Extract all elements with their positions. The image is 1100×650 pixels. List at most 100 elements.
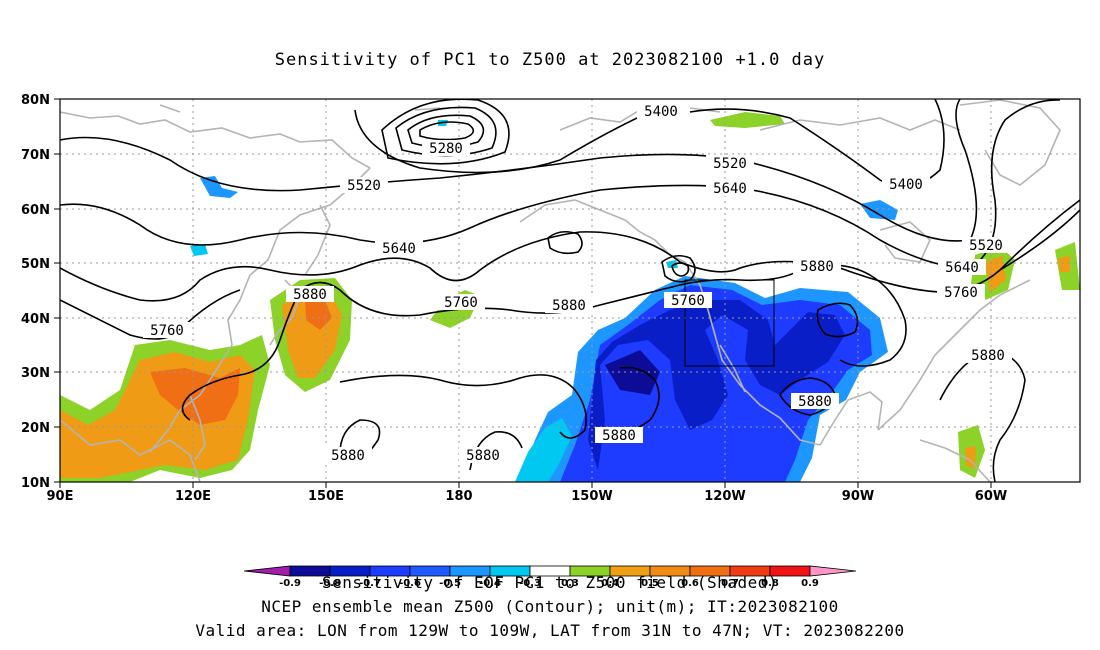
contour-label-7: 5640 [706,180,754,197]
colorbar-tick-label: -0.3 [519,578,541,589]
contour-labels: 5400 5280 5520 5640 5400 5520 5640 5880 … [143,103,1012,464]
coast-arctic-canada [759,117,961,131]
shade-dark-orange-nw-pacific [305,298,332,330]
colorbar-tick-label: -0.6 [399,578,421,589]
lon-label: 90E [47,489,74,504]
svg-text:5880: 5880 [466,448,500,464]
contour-5400-north [689,99,945,188]
contour-5520-main [60,99,978,242]
footer-line-1: NCEP ensemble mean Z500 (Contour); unit(… [261,597,839,616]
lon-label: 60W [975,489,1007,504]
contour-5640-main [60,99,1061,269]
contour-label-4: 5640 [375,240,423,257]
coast-philippines [189,394,206,461]
lat-label: 50N [21,257,50,272]
lon-label: 120E [175,489,211,504]
svg-text:5880: 5880 [602,428,636,444]
svg-text:5880: 5880 [331,448,365,464]
lon-label: 120W [704,489,745,504]
shade-orange-east [1058,256,1070,272]
svg-text:5640: 5640 [382,241,416,257]
contour-5760-closed [816,302,859,338]
contour-label-9: 5760 [143,322,191,339]
contour-label-13: 5640 [938,259,986,276]
colorbar-tick-label: 0.6 [681,578,699,589]
lon-label: 150E [308,489,344,504]
svg-text:5880: 5880 [552,298,586,314]
svg-text:5640: 5640 [945,260,979,276]
svg-text:5400: 5400 [644,104,678,120]
contour-5280-inner [419,121,475,141]
contour-5280-outer [381,99,510,165]
lat-label: 10N [21,476,50,491]
colorbar: -0.9 -0.8 -0.7 -0.6 -0.5 -0.4 -0.3 0.3 0.4 0.5 0.6… [243,565,857,589]
shade-dark-orange-west [150,368,240,425]
shade-blue-siberia [200,176,238,198]
svg-text:5520: 5520 [969,238,1003,254]
colorbar-tick-label: -0.9 [279,578,301,589]
svg-text:5640: 5640 [713,181,747,197]
contour-5760-west [60,289,241,340]
lon-label: 180 [445,489,472,504]
lat-label: 40N [21,312,50,327]
contour-label-5: 5400 [882,176,930,193]
coast-china [60,419,201,482]
contour-5880-south [339,374,588,439]
svg-text:5880: 5880 [971,348,1005,364]
contour-5760-main [60,199,1080,302]
svg-text:5760: 5760 [944,285,978,301]
lat-label: 20N [21,421,50,436]
coast-eurasia-north [60,111,371,169]
colorbar-end-right [809,565,857,577]
contour-label-17: 5880 [964,347,1012,364]
contour-label-18: 5880 [791,393,839,410]
contour-label-21: 5880 [459,447,507,464]
lat-label: 60N [21,203,50,218]
svg-text:5520: 5520 [347,178,381,194]
legend-title: Sensitivity of EOF PC1 to Z500 field (Sh… [322,573,778,592]
lon-label: 90W [842,489,874,504]
contour-5520-closed [547,230,583,255]
lon-label: 150W [571,489,612,504]
contour-label-16: 5760 [664,292,712,309]
lat-label: 80N [21,93,50,108]
shade-cyan-edge [515,418,572,482]
shade-blue-gulf-alaska [860,200,898,220]
coast-baja [719,344,746,393]
lat-label: 30N [21,366,50,381]
contour-5640-east [999,209,1080,271]
contour-5640-inner [671,262,690,277]
colorbar-tick-label: 0.4 [601,578,619,589]
contour-label-15: 5760 [937,284,985,301]
shade-deep-blue-core [588,300,845,470]
shade-green-arctic [710,112,785,128]
svg-text:5760: 5760 [150,323,184,339]
svg-text:5880: 5880 [293,287,327,303]
shade-cyan-small-1 [190,244,208,256]
contour-label-3: 5520 [340,177,388,194]
chart-title: Sensitivity of PC1 to Z500 at 2023082100… [274,50,826,70]
coast-hudson [879,221,931,263]
contour-label-11: 5880 [545,297,593,314]
svg-text:5760: 5760 [444,295,478,311]
svg-text:5520: 5520 [713,156,747,172]
colorbar-tick-label: 0.5 [641,578,659,589]
z500-contours [60,99,1080,482]
contour-5640-closed [661,254,696,283]
coast-eurasia-east [149,167,371,453]
contour-label-20: 5880 [324,447,372,464]
footer-line-2: Valid area: LON from 129W to 109W, LAT f… [195,621,905,640]
coast-gulf-mexico [819,391,883,446]
valid-area-box [684,279,775,367]
contour-label-2: 5280 [422,140,470,157]
contour-label-10: 5880 [793,258,841,275]
coast-greenland [959,99,1061,186]
svg-text:5760: 5760 [671,293,705,309]
colorbar-tick-label: 0.8 [761,578,779,589]
coast-na-east [877,279,1031,431]
shade-cyan-small-2 [666,260,678,268]
svg-text:5880: 5880 [800,259,834,275]
colorbar-tick-label: -0.7 [359,578,381,589]
svg-text:5280: 5280 [429,141,463,157]
